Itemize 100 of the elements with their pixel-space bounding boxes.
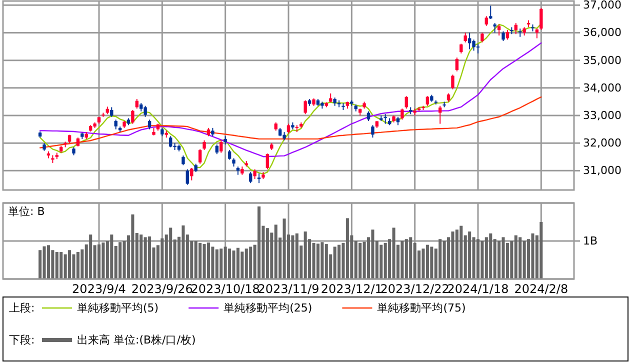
bar: [320, 242, 324, 279]
candlestick: [460, 43, 463, 54]
bar: [72, 254, 76, 279]
bar: [522, 241, 526, 279]
y-tick-label: 33,000: [583, 109, 622, 122]
legend-label: 単純移動平均(5): [77, 302, 159, 314]
bar: [451, 232, 454, 279]
line-series: [39, 42, 542, 158]
bar: [240, 252, 244, 279]
candlestick: [190, 167, 194, 181]
bar: [380, 244, 383, 279]
bar: [514, 235, 518, 279]
bar: [215, 249, 218, 279]
bar: [422, 248, 425, 279]
line-series: [39, 96, 542, 148]
candlestick: [493, 22, 496, 34]
bar: [324, 244, 328, 279]
x-tick-label: 2023/9/4: [72, 282, 126, 296]
candlestick: [404, 96, 408, 110]
candlestick: [455, 57, 459, 72]
candlestick: [366, 110, 370, 122]
x-tick-label: 2023/12/1: [320, 282, 382, 296]
bar: [228, 248, 232, 279]
legend-title: 下段:: [9, 334, 35, 346]
bar: [295, 233, 298, 279]
bar: [220, 248, 223, 279]
candlestick: [506, 29, 510, 40]
y-tick-label: 37,000: [583, 0, 622, 12]
bar: [502, 237, 505, 279]
candlestick: [215, 144, 219, 155]
bar: [76, 252, 80, 279]
candlestick: [400, 108, 404, 120]
bar: [274, 224, 278, 279]
candlestick: [371, 124, 374, 138]
candlestick: [131, 109, 134, 124]
legend-label: 単純移動平均(75): [377, 302, 466, 314]
bar: [46, 245, 50, 279]
candlestick: [472, 39, 476, 52]
bar: [312, 242, 316, 279]
y-tick-label: 32,000: [583, 136, 622, 150]
x-tick-label: 2024/1/18: [447, 282, 509, 296]
candlestick: [468, 32, 472, 50]
legend-label: 単純移動平均(25): [224, 302, 312, 314]
bar: [333, 246, 336, 279]
bar: [97, 244, 101, 279]
bar: [316, 244, 320, 279]
bar: [291, 235, 294, 279]
bar: [144, 237, 147, 279]
bar: [55, 252, 58, 279]
bar: [169, 228, 172, 279]
candlestick: [220, 140, 223, 154]
bar: [476, 239, 480, 279]
candlestick: [484, 16, 488, 26]
bar: [224, 246, 227, 279]
candlestick: [476, 43, 480, 54]
y-tick-label: 1B: [583, 234, 598, 248]
y-tick-label: 36,000: [583, 26, 622, 40]
bar: [140, 234, 143, 279]
x-tick-label: 2023/11/9: [258, 282, 320, 296]
bar: [202, 244, 206, 279]
candlestick: [144, 105, 147, 118]
candlestick: [114, 119, 118, 130]
bar: [304, 232, 307, 279]
candlestick: [249, 172, 252, 184]
bar: [60, 252, 63, 279]
bar: [455, 230, 458, 279]
bar: [206, 242, 210, 279]
x-tick-label: 2023/10/18: [190, 282, 260, 296]
x-tick-label: 2024/2/8: [514, 282, 568, 296]
bar: [182, 225, 185, 279]
y-tick-label: 35,000: [583, 54, 622, 67]
bar: [460, 226, 463, 279]
bar: [131, 214, 134, 279]
bar: [249, 246, 252, 279]
bar: [531, 233, 534, 279]
y-axis-title: 単位: B: [8, 205, 45, 218]
bar: [102, 242, 105, 279]
candlestick: [540, 7, 543, 30]
bar: [540, 222, 543, 279]
candlestick: [168, 136, 172, 148]
bar: [38, 250, 42, 279]
candlestick: [228, 149, 232, 160]
bar: [160, 238, 164, 279]
bar: [358, 242, 362, 279]
bar: [489, 233, 492, 279]
candlestick: [182, 155, 185, 166]
bar: [468, 232, 472, 279]
candlestick: [186, 168, 190, 186]
bar: [518, 237, 522, 279]
legend-label: 出来高 単位:(B株/口/枚): [77, 334, 196, 346]
candlestick: [257, 172, 261, 184]
bar: [338, 244, 341, 279]
bar: [64, 254, 67, 279]
bar: [282, 218, 286, 279]
bar: [211, 246, 214, 279]
candlestick: [266, 153, 270, 170]
bar: [430, 246, 434, 279]
candlestick: [514, 22, 518, 35]
x-tick-label: 2023/12/22: [380, 282, 450, 296]
bar: [438, 239, 442, 279]
